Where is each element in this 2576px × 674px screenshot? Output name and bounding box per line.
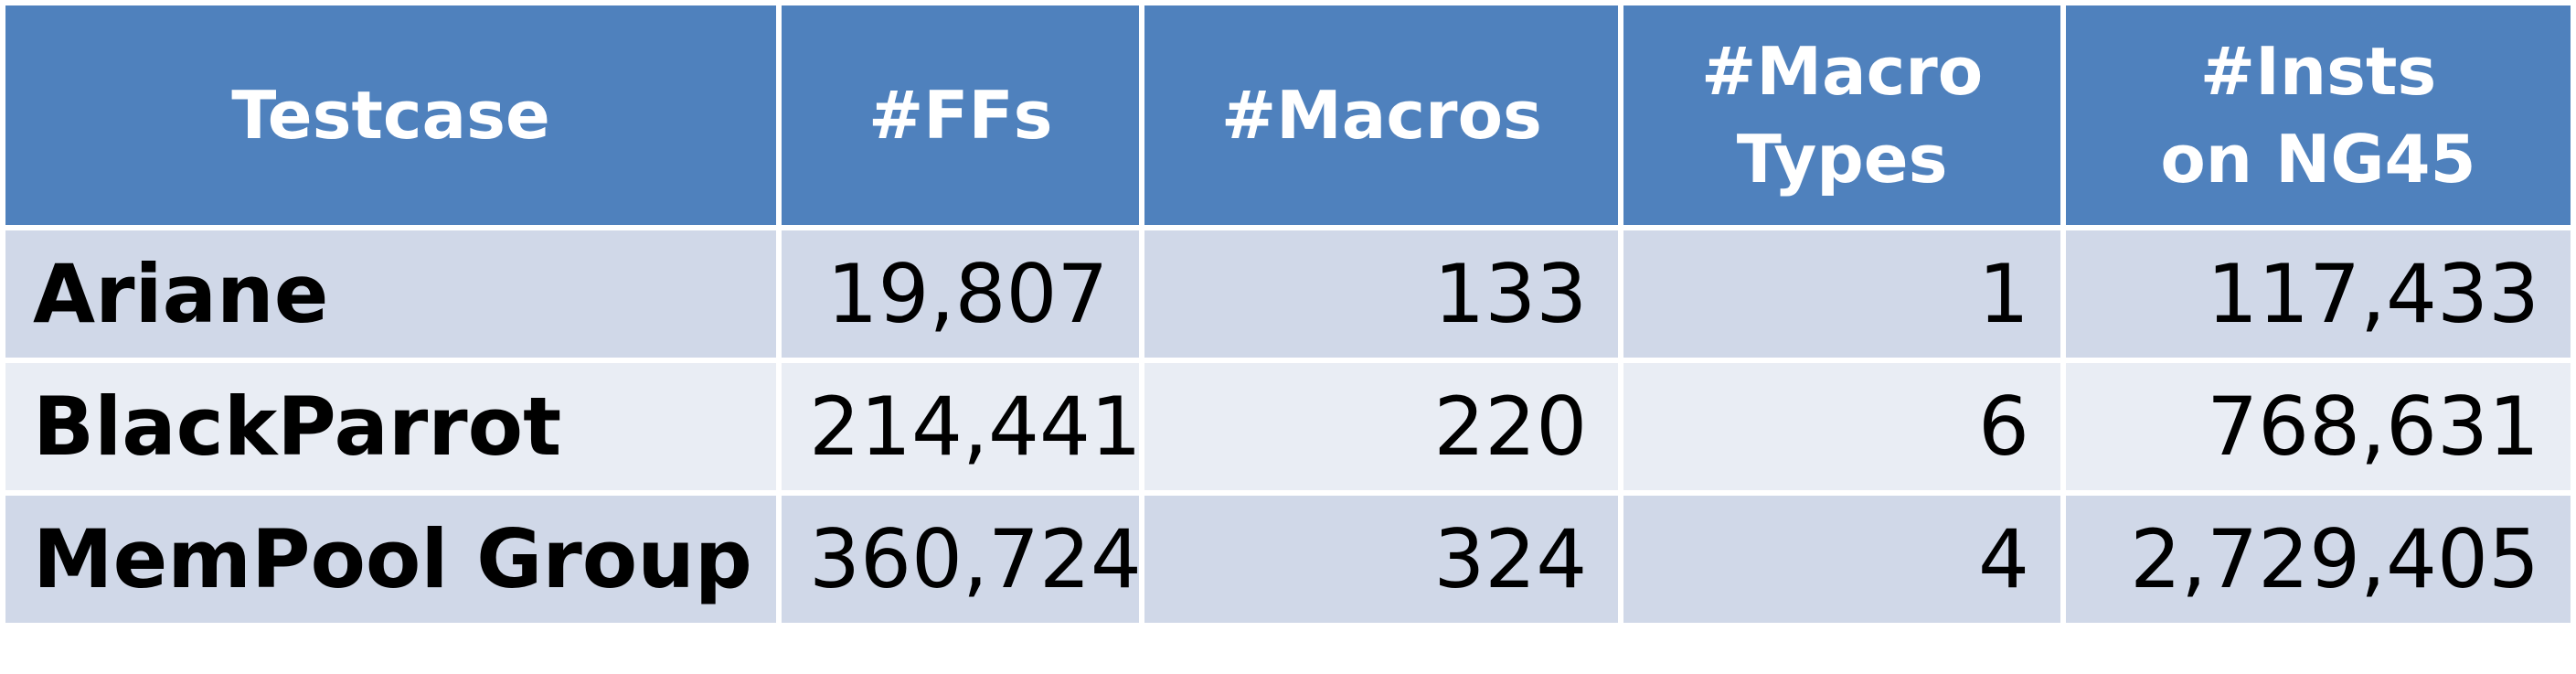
ffs-value: 19,807 [782, 230, 1140, 358]
table-row-blackparrot: BlackParrot 214,441 220 6 768,631 [5, 363, 2571, 490]
testcase-name: MemPool Group [5, 496, 777, 623]
table-row-ariane: Ariane 19,807 133 1 117,433 [5, 230, 2571, 358]
macros-value: 220 [1144, 363, 1619, 490]
header-macro-types: #Macro Types [1623, 5, 2060, 225]
ffs-value: 360,724 [782, 496, 1142, 623]
header-macros: #Macros [1144, 5, 1619, 225]
table-header: Testcase #FFs #Macros #Macro Types #Inst… [5, 5, 2571, 225]
macros-value: 133 [1144, 230, 1619, 358]
insts-value: 2,729,405 [2065, 496, 2571, 623]
macro-types-value: 6 [1623, 363, 2060, 490]
macro-types-value: 1 [1623, 230, 2060, 358]
ffs-value: 214,441 [782, 363, 1142, 490]
header-row: Testcase #FFs #Macros #Macro Types #Inst… [5, 5, 2571, 225]
header-insts-ng45: #Insts on NG45 [2065, 5, 2571, 225]
macros-value: 324 [1144, 496, 1619, 623]
table-row-mempool-group: MemPool Group 360,724 324 4 2,729,405 [5, 496, 2571, 623]
insts-value: 768,631 [2065, 363, 2571, 490]
header-ffs: #FFs [782, 5, 1140, 225]
testcase-name: Ariane [5, 230, 777, 358]
testcase-name: BlackParrot [5, 363, 777, 490]
testcase-table: Testcase #FFs #Macros #Macro Types #Inst… [5, 5, 2571, 623]
insts-value: 117,433 [2065, 230, 2571, 358]
table-body: Ariane 19,807 133 1 117,433 BlackParrot … [5, 230, 2571, 623]
macro-types-value: 4 [1623, 496, 2060, 623]
header-testcase: Testcase [5, 5, 777, 225]
